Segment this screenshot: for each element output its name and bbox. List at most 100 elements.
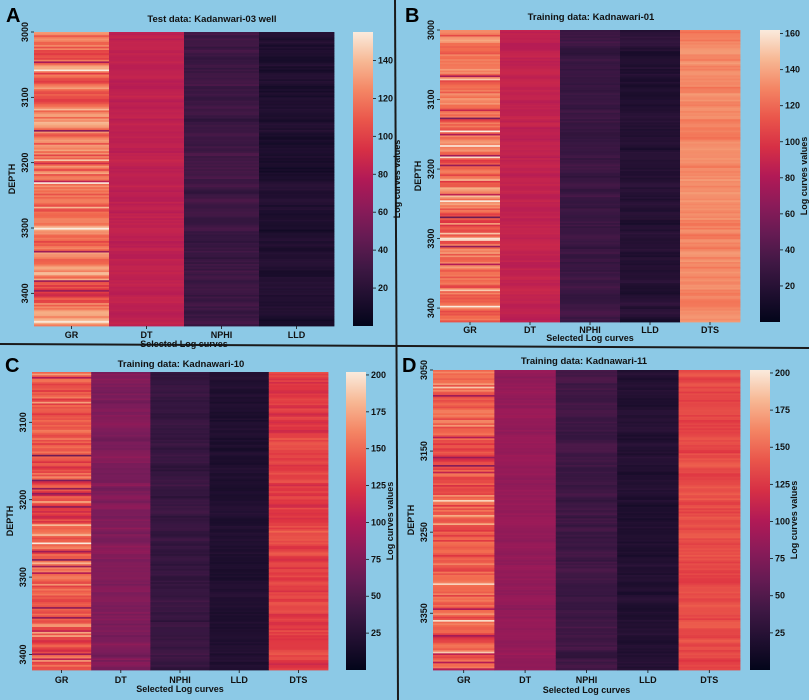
heatmap-cell [560,289,621,292]
heatmap-cell [91,509,151,512]
heatmap-cell [91,449,151,452]
heatmap-cell [150,381,210,384]
heatmap-cell [433,573,495,576]
heatmap-cell [34,154,110,157]
heatmap-cell [109,306,185,309]
heatmap-cell [620,54,681,57]
heatmap-cell [494,511,557,514]
heatmap-cell [150,388,210,391]
heatmap-cell [209,448,270,451]
heatmap-cell [32,511,92,514]
heatmap-cell [91,468,151,471]
heatmap-cell [433,390,495,393]
heatmap-cell [494,450,557,453]
heatmap-cell [184,36,260,39]
heatmap-cell [34,112,110,115]
heatmap-cell [268,376,329,380]
heatmap-cell [150,486,210,489]
x-tick-label: DT [115,675,127,685]
heatmap-cell [34,283,110,286]
heatmap-cell [555,405,618,408]
heatmap-cell [109,268,185,271]
heatmap-cell [680,99,741,102]
heatmap-cell [34,245,110,248]
heatmap-cell [268,426,329,429]
heatmap-cell [620,78,681,81]
heatmap-cell [259,146,335,149]
heatmap-cell [440,180,501,183]
x-tick-label: DT [141,330,153,340]
heatmap-cell [494,525,557,528]
heatmap-cell [620,268,681,271]
heatmap-cell [150,623,210,626]
heatmap-cell [555,438,618,441]
heatmap-cell [209,489,270,492]
heatmap-cell [620,294,681,297]
heatmap-cell [259,87,335,90]
heatmap-cell [678,475,741,478]
heatmap-cell [617,428,679,431]
heatmap-cell [268,504,329,507]
heatmap-cell [259,188,335,191]
heatmap-cell [34,115,110,118]
heatmap-cell [259,147,335,150]
heatmap-cell [34,260,110,263]
heatmap-cell [500,318,561,321]
heatmap-cell [259,156,335,159]
heatmap-cell [440,276,501,279]
heatmap-cell [259,218,335,221]
heatmap-cell [500,107,561,110]
heatmap-cell [209,396,270,399]
heatmap-column-dts [680,30,741,323]
heatmap-cell [268,582,329,585]
heatmap-cell [433,661,495,664]
heatmap-cell [34,152,110,155]
heatmap-cell [259,270,335,273]
heatmap-cell [500,101,561,104]
heatmap-cell [440,81,501,84]
heatmap-cell [109,231,185,234]
heatmap-cell [433,556,495,559]
heatmap-cell [494,428,557,431]
heatmap-cell [32,393,92,396]
heatmap-cell [500,218,561,221]
heatmap-cell [109,288,185,291]
heatmap-cell [150,456,210,459]
heatmap-cell [184,141,260,144]
heatmap-cell [617,425,679,428]
heatmap-cell [209,527,270,530]
heatmap-cell [500,208,561,211]
heatmap-cell [91,613,151,616]
heatmap-cell [150,446,210,449]
heatmap-cell [32,570,92,573]
heatmap-cell [259,123,335,126]
heatmap-cell [680,93,741,96]
heatmap-cell [268,544,329,547]
heatmap-cell [259,108,335,111]
heatmap-cell [555,485,618,488]
heatmap-cell [680,192,741,195]
heatmap-cell [500,320,561,323]
heatmap-cell [268,388,329,391]
heatmap-cell [555,575,618,578]
heatmap-cell [184,244,260,247]
heatmap-cell [259,120,335,123]
heatmap-cell [34,249,110,252]
heatmap-cell [500,179,561,182]
heatmap-cell [555,450,618,453]
colorbar-tick-label: 140 [378,55,393,65]
heatmap-cell [268,554,329,557]
heatmap-cell [32,463,92,466]
heatmap-cell [150,504,210,507]
heatmap-cell [32,390,92,393]
heatmap-cell [500,171,561,174]
heatmap-cell [32,630,92,633]
heatmap-cell [150,439,210,442]
heatmap-cell [440,137,501,140]
heatmap-cell [500,68,561,71]
heatmap-cell [560,261,621,264]
heatmap-cell [209,418,270,421]
heatmap-cell [500,310,561,313]
heatmap-cell [91,573,151,577]
colorbar-tick-label: 20 [785,281,795,291]
